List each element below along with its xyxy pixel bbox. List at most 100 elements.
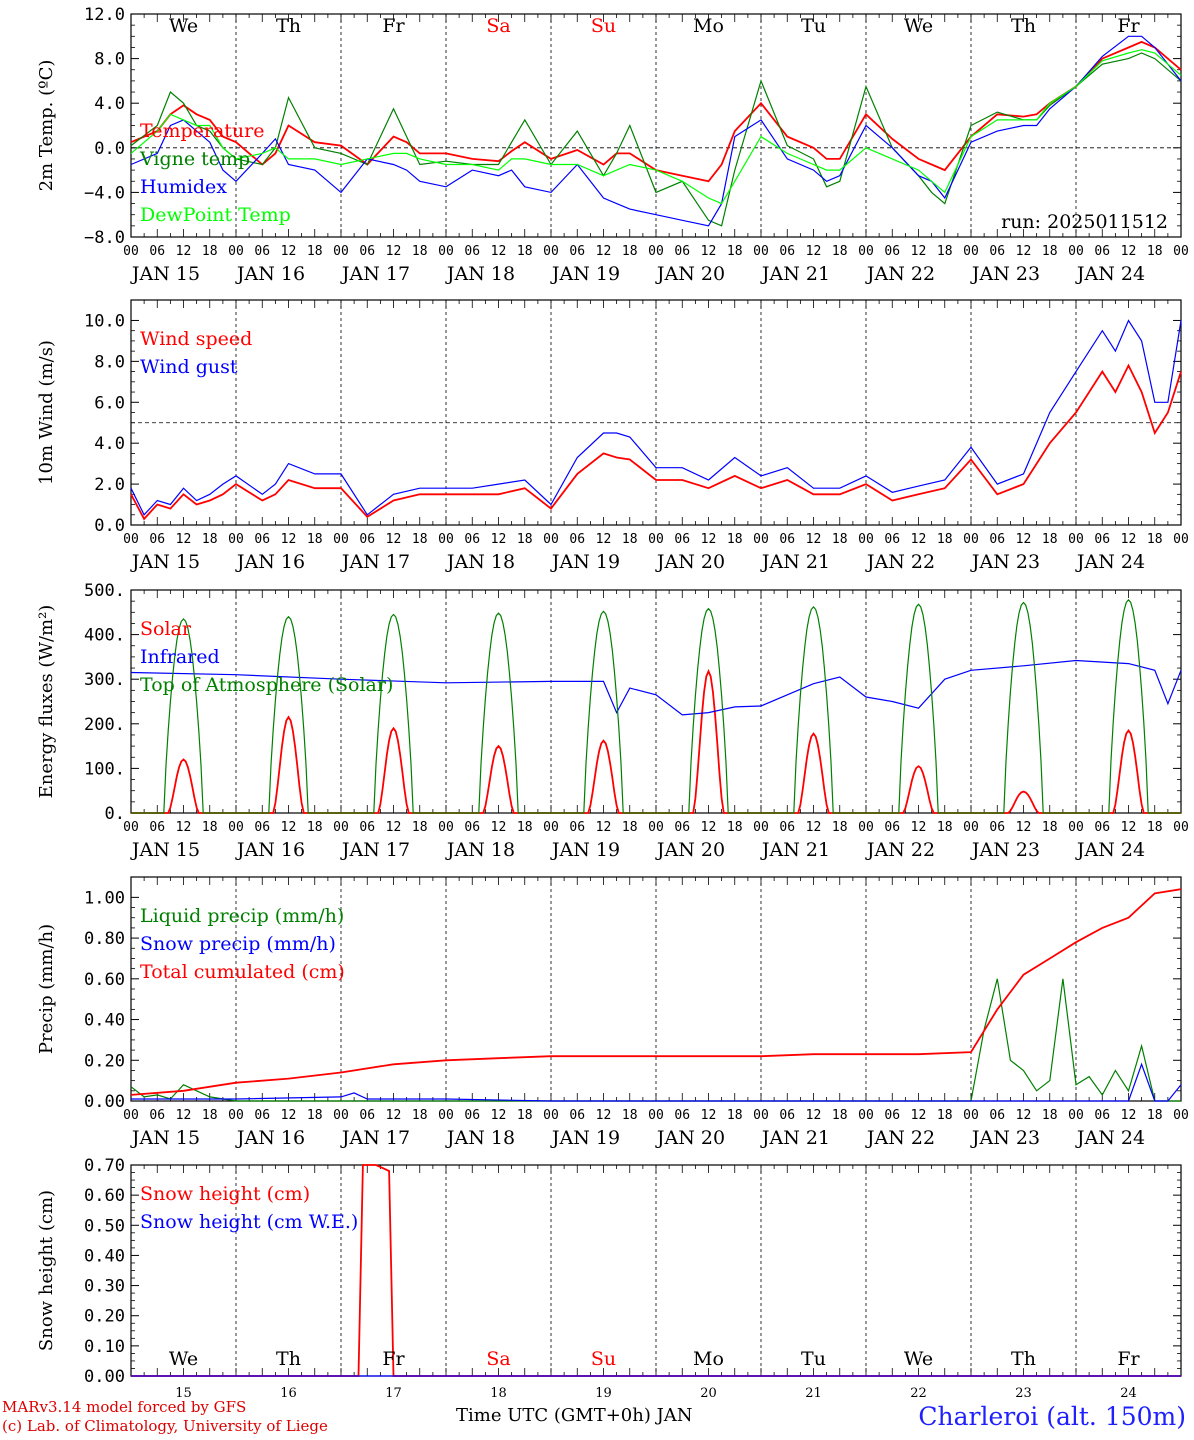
series-line-vigne-temp xyxy=(130,52,1182,227)
hour-tick-label: 00 xyxy=(1173,532,1189,547)
hour-tick-label: 18 xyxy=(832,820,848,835)
hour-tick-label: 06 xyxy=(989,532,1005,547)
hour-tick-label: 06 xyxy=(1094,532,1110,547)
hour-tick-label: 18 xyxy=(202,1108,218,1123)
hour-tick-label: 06 xyxy=(569,244,585,259)
hour-tick-label: 06 xyxy=(359,244,375,259)
legend-entry: DewPoint Temp xyxy=(140,204,291,226)
hour-tick-label: 12 xyxy=(491,820,507,835)
y-axis-title: Snow height (cm) xyxy=(36,1190,57,1351)
series-line-infrared xyxy=(130,659,1182,716)
day-number-label: 21 xyxy=(805,1386,822,1401)
y-tick-label: 0.50 xyxy=(84,1216,125,1236)
hour-tick-label: 06 xyxy=(464,820,480,835)
hour-tick-label: 12 xyxy=(176,820,192,835)
hour-tick-label: 06 xyxy=(779,244,795,259)
hour-tick-label: 06 xyxy=(1094,1108,1110,1123)
hour-tick-label: 12 xyxy=(281,1108,297,1123)
y-tick-label: 8.0 xyxy=(94,352,125,372)
plot-frame xyxy=(130,299,1182,526)
hour-tick-label: 06 xyxy=(989,820,1005,835)
weekday-label: Tu xyxy=(801,15,826,37)
y-tick-label: 500. xyxy=(84,581,125,601)
date-label: JAN 23 xyxy=(970,263,1040,285)
y-tick-label: 0.60 xyxy=(84,1186,125,1206)
hour-tick-label: 06 xyxy=(254,820,270,835)
hour-tick-label: 18 xyxy=(307,244,323,259)
hour-tick-label: 00 xyxy=(1068,532,1084,547)
hour-tick-label: 06 xyxy=(989,1108,1005,1123)
date-label: JAN 18 xyxy=(445,263,515,285)
hour-tick-label: 00 xyxy=(1173,1108,1189,1123)
hour-tick-label: 00 xyxy=(123,532,139,547)
weekday-label: We xyxy=(169,1348,198,1370)
x-axis-title: Time UTC (GMT+0h) JAN xyxy=(456,1405,693,1426)
date-label: JAN 18 xyxy=(445,1127,515,1149)
hour-tick-label: 00 xyxy=(543,820,559,835)
hour-tick-label: 18 xyxy=(202,244,218,259)
y-tick-label: −4.0 xyxy=(84,183,125,203)
hour-tick-label: 18 xyxy=(622,1108,638,1123)
hour-tick-label: 06 xyxy=(1094,820,1110,835)
credit-line-lab: (c) Lab. of Climatology, University of L… xyxy=(2,1417,328,1435)
date-label: JAN 24 xyxy=(1075,839,1145,861)
y-tick-label: 0. xyxy=(105,804,125,824)
hour-tick-label: 18 xyxy=(1147,1108,1163,1123)
date-label: JAN 21 xyxy=(760,263,830,285)
hour-tick-label: 12 xyxy=(176,1108,192,1123)
day-number-label: 16 xyxy=(280,1386,297,1401)
hour-tick-label: 06 xyxy=(779,820,795,835)
hour-tick-label: 00 xyxy=(438,532,454,547)
date-label: JAN 20 xyxy=(655,551,725,573)
y-axis-title: 10m Wind (m/s) xyxy=(36,340,57,485)
hour-tick-label: 12 xyxy=(806,532,822,547)
hour-tick-label: 12 xyxy=(1016,820,1032,835)
hour-tick-label: 06 xyxy=(149,820,165,835)
hour-tick-label: 12 xyxy=(701,532,717,547)
hour-tick-label: 06 xyxy=(464,532,480,547)
series-line-humidex xyxy=(130,35,1182,227)
y-tick-label: 0.10 xyxy=(84,1337,125,1357)
y-tick-label: 0.00 xyxy=(84,1092,125,1112)
date-label: JAN 21 xyxy=(760,1127,830,1149)
legend-entry: Snow precip (mm/h) xyxy=(140,933,336,955)
hour-tick-label: 18 xyxy=(727,820,743,835)
y-axis-title: Energy fluxes (W/m²) xyxy=(36,605,57,799)
weekday-label: We xyxy=(904,15,933,37)
series-line-liquid-precip-mm-h- xyxy=(130,978,1181,1102)
panel-1: 12.0 8.0 4.0 0.0 −4.0 −8.0 2m Temp. (ºC) Temper… xyxy=(36,5,1189,285)
y-tick-label: 8.0 xyxy=(94,50,125,70)
date-label: JAN 19 xyxy=(550,263,620,285)
hour-tick-label: 00 xyxy=(438,1108,454,1123)
hour-tick-label: 18 xyxy=(832,532,848,547)
hour-tick-label: 00 xyxy=(753,532,769,547)
hour-tick-label: 12 xyxy=(701,820,717,835)
weekday-label: Th xyxy=(1011,1348,1036,1370)
hour-tick-label: 12 xyxy=(596,1108,612,1123)
hour-tick-label: 06 xyxy=(254,244,270,259)
weekday-label: Fr xyxy=(1117,15,1140,37)
hour-tick-label: 12 xyxy=(1121,820,1137,835)
hour-tick-label: 00 xyxy=(1068,244,1084,259)
hour-tick-label: 18 xyxy=(517,1108,533,1123)
hour-tick-label: 06 xyxy=(359,820,375,835)
hour-tick-label: 18 xyxy=(1147,244,1163,259)
day-number-label: 18 xyxy=(490,1386,507,1401)
hour-tick-label: 06 xyxy=(674,244,690,259)
hour-tick-label: 00 xyxy=(123,244,139,259)
series-line-dewpoint-temp xyxy=(130,49,1182,205)
weekday-label: Fr xyxy=(382,15,405,37)
hour-tick-label: 00 xyxy=(1173,820,1189,835)
date-label: JAN 22 xyxy=(865,839,935,861)
hour-tick-label: 06 xyxy=(884,244,900,259)
hour-tick-label: 06 xyxy=(569,820,585,835)
hour-tick-label: 18 xyxy=(412,532,428,547)
date-label: JAN 23 xyxy=(970,839,1040,861)
hour-tick-label: 06 xyxy=(674,532,690,547)
hour-tick-label: 18 xyxy=(622,532,638,547)
panel-4: 1.00 0.80 0.60 0.40 0.20 0.00 Precip (mm/h) Liq… xyxy=(36,876,1189,1149)
weekday-label: Sa xyxy=(486,15,510,37)
date-label: JAN 17 xyxy=(340,1127,410,1149)
hour-tick-label: 12 xyxy=(701,244,717,259)
panel-3: 500. 400. 300. 200. 100. 0. Energy fluxes (W/m… xyxy=(36,581,1189,861)
